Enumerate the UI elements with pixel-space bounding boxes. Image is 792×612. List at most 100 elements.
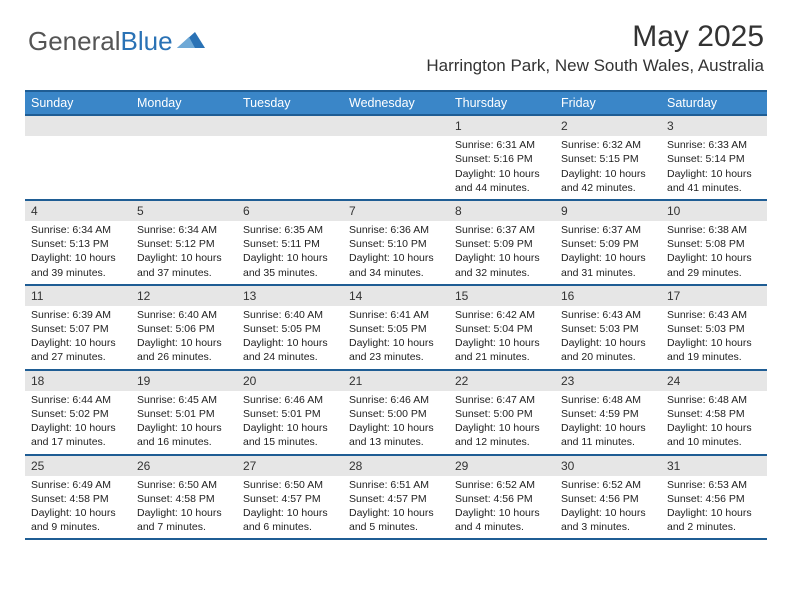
- day-details: Sunrise: 6:48 AMSunset: 4:58 PMDaylight:…: [661, 391, 767, 454]
- daylight-line: Daylight: 10 hours and 41 minutes.: [667, 167, 761, 195]
- day-number: 1: [449, 116, 555, 136]
- daylight-line: Daylight: 10 hours and 4 minutes.: [455, 506, 549, 534]
- sunset-line: Sunset: 4:57 PM: [243, 492, 337, 506]
- day-number: 20: [237, 371, 343, 391]
- day-number: 13: [237, 286, 343, 306]
- sunset-line: Sunset: 5:14 PM: [667, 152, 761, 166]
- calendar-day-cell: 5Sunrise: 6:34 AMSunset: 5:12 PMDaylight…: [131, 200, 237, 285]
- calendar-day-cell: 8Sunrise: 6:37 AMSunset: 5:09 PMDaylight…: [449, 200, 555, 285]
- day-details: Sunrise: 6:50 AMSunset: 4:57 PMDaylight:…: [237, 476, 343, 539]
- daylight-line: Daylight: 10 hours and 13 minutes.: [349, 421, 443, 449]
- day-number: 3: [661, 116, 767, 136]
- day-number: 11: [25, 286, 131, 306]
- daylight-line: Daylight: 10 hours and 15 minutes.: [243, 421, 337, 449]
- brand-logo: GeneralBlue: [28, 26, 205, 57]
- calendar-day-cell: [25, 115, 131, 200]
- day-details: Sunrise: 6:35 AMSunset: 5:11 PMDaylight:…: [237, 221, 343, 284]
- day-details: Sunrise: 6:50 AMSunset: 4:58 PMDaylight:…: [131, 476, 237, 539]
- day-details: Sunrise: 6:34 AMSunset: 5:12 PMDaylight:…: [131, 221, 237, 284]
- day-details: Sunrise: 6:43 AMSunset: 5:03 PMDaylight:…: [661, 306, 767, 369]
- weekday-header: Thursday: [449, 91, 555, 115]
- calendar-day-cell: 3Sunrise: 6:33 AMSunset: 5:14 PMDaylight…: [661, 115, 767, 200]
- calendar-day-cell: 30Sunrise: 6:52 AMSunset: 4:56 PMDayligh…: [555, 455, 661, 540]
- brand-name-part1: General: [28, 26, 121, 57]
- day-details: Sunrise: 6:42 AMSunset: 5:04 PMDaylight:…: [449, 306, 555, 369]
- day-number-bar: [131, 116, 237, 136]
- daylight-line: Daylight: 10 hours and 29 minutes.: [667, 251, 761, 279]
- sunrise-line: Sunrise: 6:41 AM: [349, 308, 443, 322]
- day-number: 29: [449, 456, 555, 476]
- day-details: Sunrise: 6:32 AMSunset: 5:15 PMDaylight:…: [555, 136, 661, 199]
- day-number-bar: [237, 116, 343, 136]
- day-details: Sunrise: 6:40 AMSunset: 5:05 PMDaylight:…: [237, 306, 343, 369]
- sunrise-line: Sunrise: 6:47 AM: [455, 393, 549, 407]
- day-number: 2: [555, 116, 661, 136]
- daylight-line: Daylight: 10 hours and 10 minutes.: [667, 421, 761, 449]
- day-details: Sunrise: 6:46 AMSunset: 5:00 PMDaylight:…: [343, 391, 449, 454]
- weekday-header: Wednesday: [343, 91, 449, 115]
- daylight-line: Daylight: 10 hours and 32 minutes.: [455, 251, 549, 279]
- sunset-line: Sunset: 5:04 PM: [455, 322, 549, 336]
- daylight-line: Daylight: 10 hours and 3 minutes.: [561, 506, 655, 534]
- calendar-week-row: 4Sunrise: 6:34 AMSunset: 5:13 PMDaylight…: [25, 200, 767, 285]
- day-details: Sunrise: 6:31 AMSunset: 5:16 PMDaylight:…: [449, 136, 555, 199]
- calendar-day-cell: 2Sunrise: 6:32 AMSunset: 5:15 PMDaylight…: [555, 115, 661, 200]
- day-details: Sunrise: 6:34 AMSunset: 5:13 PMDaylight:…: [25, 221, 131, 284]
- sunrise-line: Sunrise: 6:40 AM: [137, 308, 231, 322]
- day-details: Sunrise: 6:37 AMSunset: 5:09 PMDaylight:…: [555, 221, 661, 284]
- calendar-day-cell: 28Sunrise: 6:51 AMSunset: 4:57 PMDayligh…: [343, 455, 449, 540]
- daylight-line: Daylight: 10 hours and 19 minutes.: [667, 336, 761, 364]
- weekday-header: Sunday: [25, 91, 131, 115]
- sunset-line: Sunset: 5:07 PM: [31, 322, 125, 336]
- calendar-header-row: SundayMondayTuesdayWednesdayThursdayFrid…: [25, 91, 767, 115]
- day-number: 7: [343, 201, 449, 221]
- calendar-day-cell: 13Sunrise: 6:40 AMSunset: 5:05 PMDayligh…: [237, 285, 343, 370]
- sunset-line: Sunset: 4:56 PM: [667, 492, 761, 506]
- sunrise-line: Sunrise: 6:50 AM: [243, 478, 337, 492]
- daylight-line: Daylight: 10 hours and 42 minutes.: [561, 167, 655, 195]
- sunrise-line: Sunrise: 6:46 AM: [349, 393, 443, 407]
- day-number: 28: [343, 456, 449, 476]
- daylight-line: Daylight: 10 hours and 2 minutes.: [667, 506, 761, 534]
- daylight-line: Daylight: 10 hours and 39 minutes.: [31, 251, 125, 279]
- calendar-day-cell: 27Sunrise: 6:50 AMSunset: 4:57 PMDayligh…: [237, 455, 343, 540]
- day-number: 23: [555, 371, 661, 391]
- day-number: 14: [343, 286, 449, 306]
- sunrise-line: Sunrise: 6:37 AM: [455, 223, 549, 237]
- day-details: Sunrise: 6:48 AMSunset: 4:59 PMDaylight:…: [555, 391, 661, 454]
- daylight-line: Daylight: 10 hours and 11 minutes.: [561, 421, 655, 449]
- sunrise-line: Sunrise: 6:34 AM: [31, 223, 125, 237]
- day-details: Sunrise: 6:44 AMSunset: 5:02 PMDaylight:…: [25, 391, 131, 454]
- daylight-line: Daylight: 10 hours and 35 minutes.: [243, 251, 337, 279]
- sunrise-line: Sunrise: 6:50 AM: [137, 478, 231, 492]
- sunset-line: Sunset: 4:59 PM: [561, 407, 655, 421]
- sunset-line: Sunset: 5:09 PM: [561, 237, 655, 251]
- sunrise-line: Sunrise: 6:35 AM: [243, 223, 337, 237]
- sunset-line: Sunset: 4:56 PM: [561, 492, 655, 506]
- sunrise-line: Sunrise: 6:51 AM: [349, 478, 443, 492]
- day-details: Sunrise: 6:39 AMSunset: 5:07 PMDaylight:…: [25, 306, 131, 369]
- day-details: Sunrise: 6:47 AMSunset: 5:00 PMDaylight:…: [449, 391, 555, 454]
- sunset-line: Sunset: 4:58 PM: [667, 407, 761, 421]
- sunrise-line: Sunrise: 6:48 AM: [561, 393, 655, 407]
- sunset-line: Sunset: 5:09 PM: [455, 237, 549, 251]
- day-number: 16: [555, 286, 661, 306]
- sunset-line: Sunset: 5:05 PM: [349, 322, 443, 336]
- day-details: Sunrise: 6:37 AMSunset: 5:09 PMDaylight:…: [449, 221, 555, 284]
- sunrise-line: Sunrise: 6:36 AM: [349, 223, 443, 237]
- calendar-week-row: 1Sunrise: 6:31 AMSunset: 5:16 PMDaylight…: [25, 115, 767, 200]
- day-details: Sunrise: 6:45 AMSunset: 5:01 PMDaylight:…: [131, 391, 237, 454]
- daylight-line: Daylight: 10 hours and 20 minutes.: [561, 336, 655, 364]
- sunset-line: Sunset: 5:06 PM: [137, 322, 231, 336]
- calendar-day-cell: 17Sunrise: 6:43 AMSunset: 5:03 PMDayligh…: [661, 285, 767, 370]
- day-number-bar: [343, 116, 449, 136]
- calendar-day-cell: [131, 115, 237, 200]
- weekday-header: Tuesday: [237, 91, 343, 115]
- calendar-week-row: 25Sunrise: 6:49 AMSunset: 4:58 PMDayligh…: [25, 455, 767, 540]
- day-number-bar: [25, 116, 131, 136]
- sunset-line: Sunset: 5:10 PM: [349, 237, 443, 251]
- sunrise-line: Sunrise: 6:32 AM: [561, 138, 655, 152]
- sunset-line: Sunset: 5:16 PM: [455, 152, 549, 166]
- daylight-line: Daylight: 10 hours and 6 minutes.: [243, 506, 337, 534]
- day-number: 25: [25, 456, 131, 476]
